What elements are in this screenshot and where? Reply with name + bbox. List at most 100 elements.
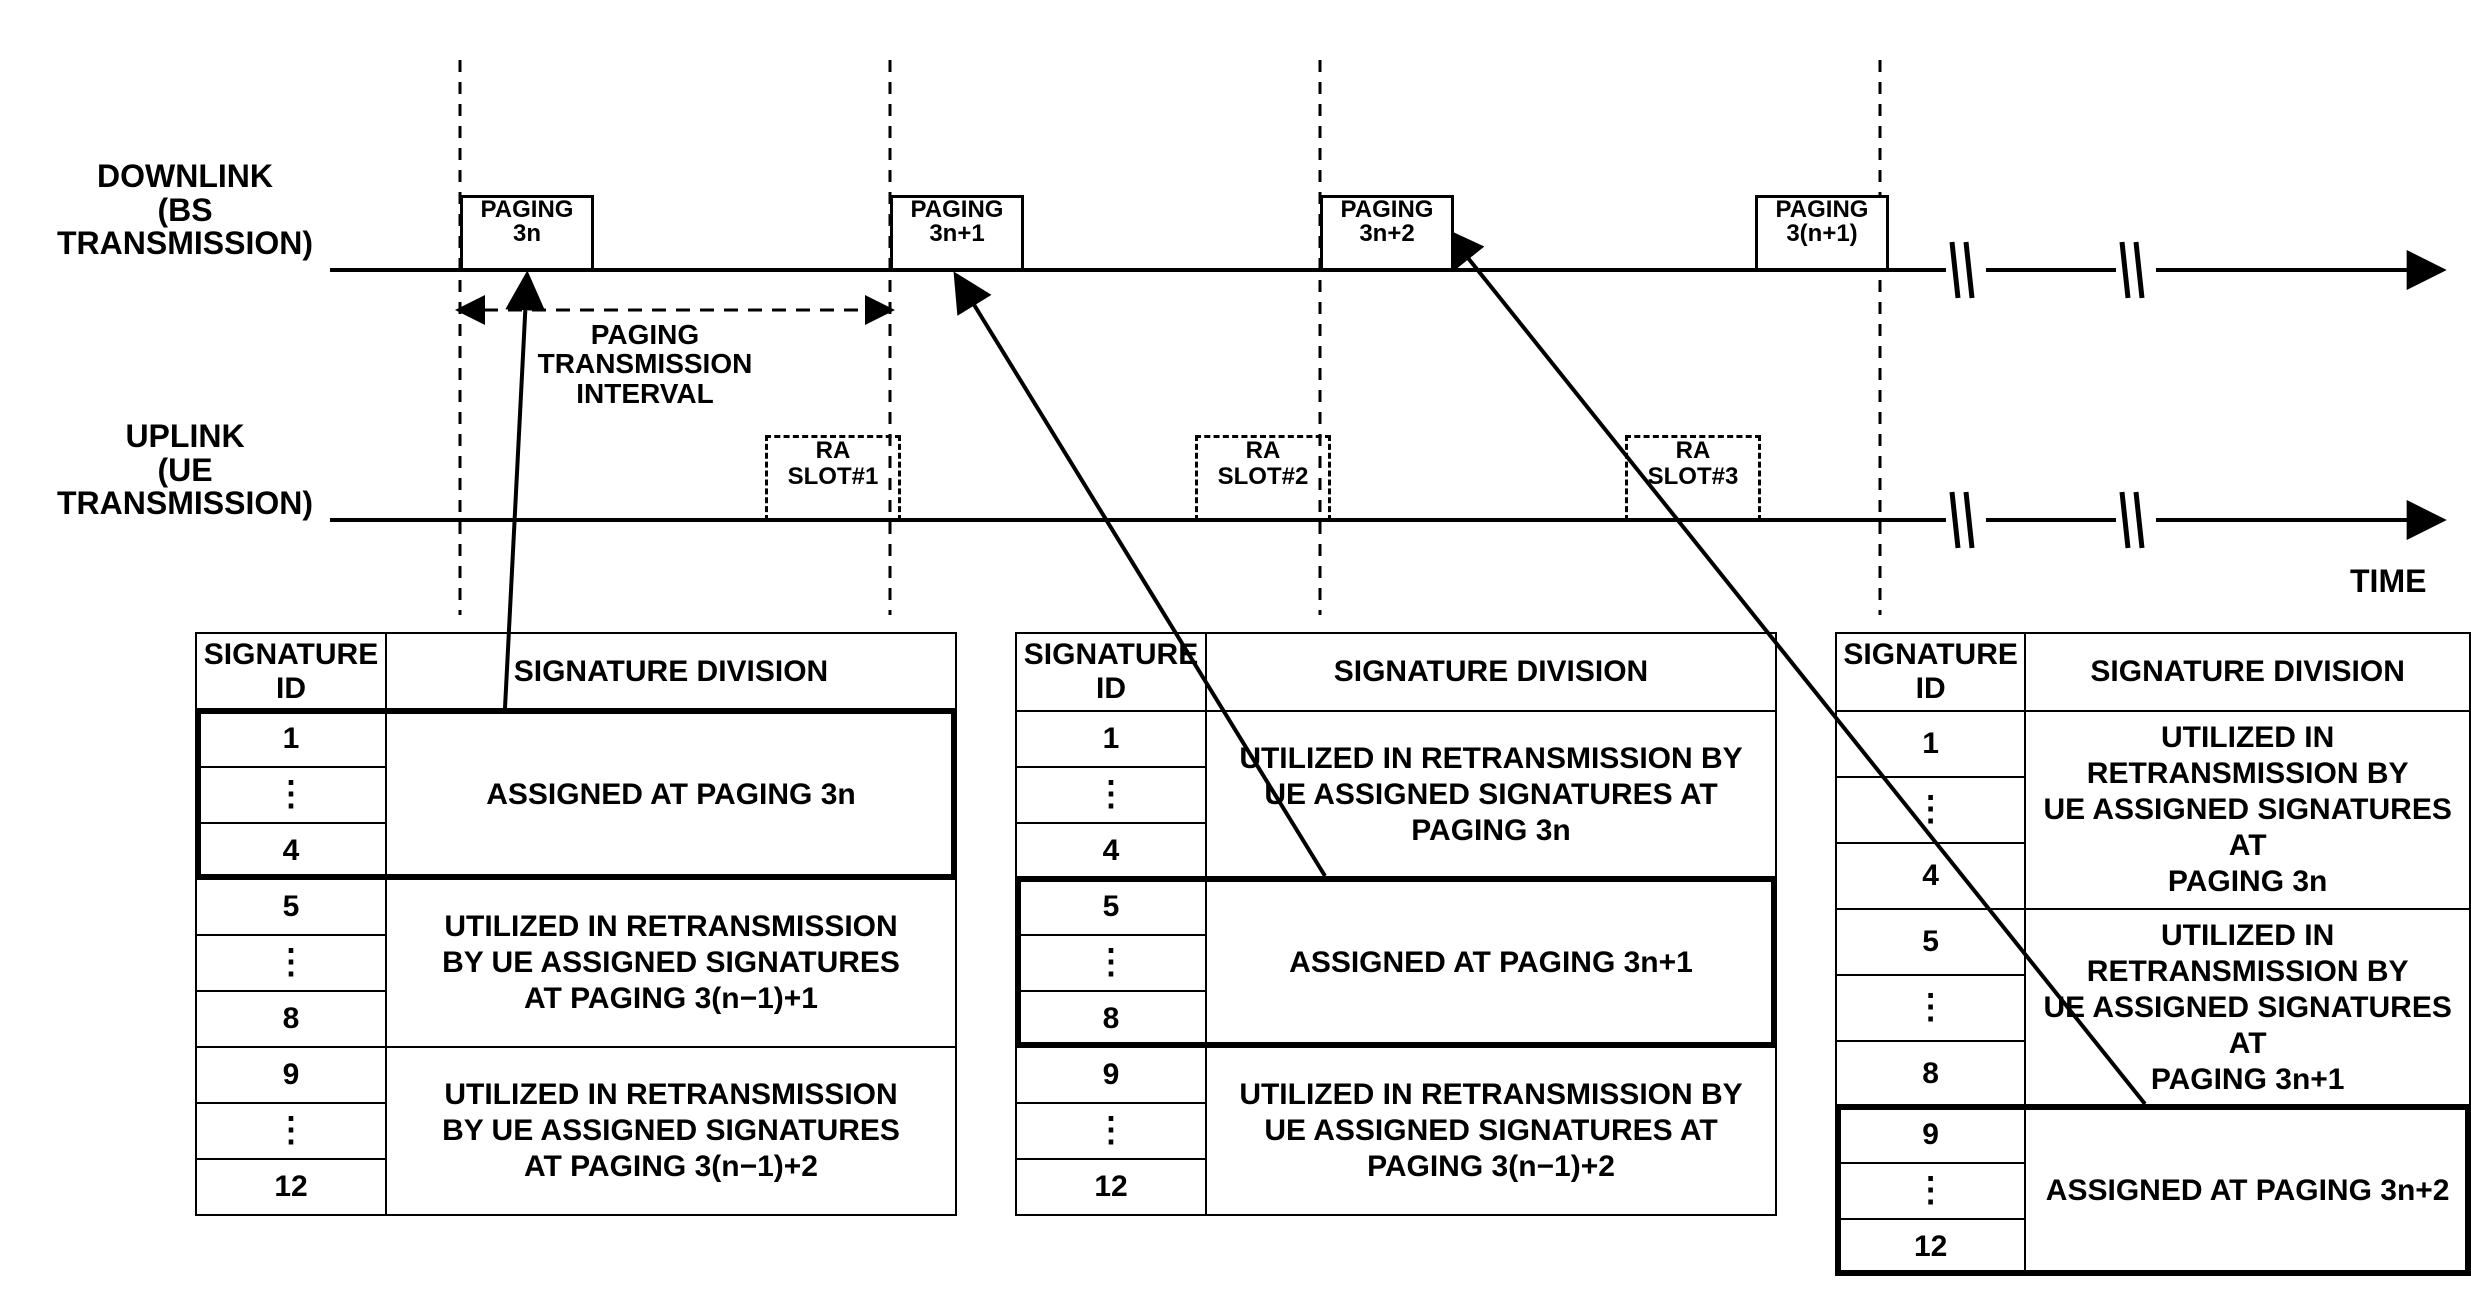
text: UE ASSIGNED SIGNATURES AT: [2043, 991, 2451, 1060]
text: PAGING: [463, 198, 591, 222]
text: 3n+2: [1323, 222, 1451, 246]
text: UTILIZED IN RETRANSMISSION BY: [2087, 919, 2409, 988]
id-1: 1: [1836, 711, 2025, 777]
text: 3n: [463, 222, 591, 246]
text: UE ASSIGNED SIGNATURES AT: [1264, 1114, 1717, 1147]
paging-interval-label: PAGING TRANSMISSION INTERVAL: [510, 320, 780, 408]
text: DOWNLINK: [97, 158, 273, 194]
text: UE ASSIGNED SIGNATURES AT: [2043, 793, 2451, 862]
text: UTILIZED IN RETRANSMISSION BY: [1239, 1078, 1742, 1111]
id-12: 12: [1016, 1159, 1206, 1215]
text: (BS: [157, 192, 212, 228]
text: PAGING 3(n−1)+2: [1367, 1150, 1615, 1183]
signature-table-3-wrap: SIGNATURE ID SIGNATURE DIVISION 1 UTILIZ…: [1835, 632, 2471, 1276]
text: TRANSMISSION: [538, 348, 753, 379]
th-signature-division: SIGNATURE DIVISION: [386, 633, 956, 711]
th-signature-id: SIGNATURE ID: [1016, 633, 1206, 711]
text: UTILIZED IN RETRANSMISSION: [444, 1078, 897, 1111]
text: PAGING 3n: [2168, 865, 2327, 898]
text: 3(n+1): [1758, 222, 1886, 246]
id-5: 5: [196, 879, 386, 935]
text: SLOT#2: [1218, 463, 1309, 490]
id-4: 4: [1016, 823, 1206, 879]
id-1: 1: [1016, 711, 1206, 767]
text: TRANSMISSION): [57, 225, 313, 261]
id-4: 4: [196, 823, 386, 879]
vdots: ⋮: [1836, 1163, 2025, 1219]
id-9: 9: [1016, 1047, 1206, 1103]
t3g2: UTILIZED IN RETRANSMISSION BY UE ASSIGNE…: [2025, 909, 2470, 1107]
text: UTILIZED IN RETRANSMISSION: [444, 910, 897, 943]
text: RA: [1676, 437, 1711, 464]
text: PAGING 3n: [1411, 814, 1570, 847]
vdots: ⋮: [1836, 777, 2025, 843]
text: PAGING: [893, 198, 1021, 222]
text: TIME: [2350, 563, 2426, 599]
text: TRANSMISSION): [57, 485, 313, 521]
text: UE ASSIGNED SIGNATURES AT: [1264, 778, 1717, 811]
signature-table-2-wrap: SIGNATURE ID SIGNATURE DIVISION 1 UTILIZ…: [1015, 632, 1777, 1216]
signature-table-1-wrap: SIGNATURE ID SIGNATURE DIVISION 1 ASSIGN…: [195, 632, 957, 1216]
text: PAGING 3n+1: [2151, 1063, 2345, 1096]
vdots: ⋮: [196, 1103, 386, 1159]
text: RA: [816, 437, 851, 464]
id-8: 8: [1016, 991, 1206, 1047]
text: PAGING: [1758, 198, 1886, 222]
vdots: ⋮: [1016, 767, 1206, 823]
text: INTERVAL: [576, 378, 713, 409]
id-8: 8: [196, 991, 386, 1047]
t1g1: ASSIGNED AT PAGING 3n: [386, 711, 956, 879]
text: RA: [1246, 437, 1281, 464]
id-5: 5: [1016, 879, 1206, 935]
paging-box-3n1: PAGING 3n+1: [890, 195, 1024, 271]
text: BY UE ASSIGNED SIGNATURES: [442, 946, 900, 979]
id-9: 9: [1836, 1107, 2025, 1163]
t1g2: UTILIZED IN RETRANSMISSION BY UE ASSIGNE…: [386, 879, 956, 1047]
t2g2: ASSIGNED AT PAGING 3n+1: [1206, 879, 1776, 1047]
t3g3: ASSIGNED AT PAGING 3n+2: [2025, 1107, 2470, 1275]
text: AT PAGING 3(n−1)+1: [524, 982, 818, 1015]
vdots: ⋮: [196, 935, 386, 991]
id-1: 1: [196, 711, 386, 767]
th-signature-id: SIGNATURE ID: [196, 633, 386, 711]
text: PAGING: [591, 319, 699, 350]
text: UPLINK: [125, 418, 244, 454]
text: (UE: [157, 452, 212, 488]
text: PAGING: [1323, 198, 1451, 222]
t3g1: UTILIZED IN RETRANSMISSION BY UE ASSIGNE…: [2025, 711, 2470, 909]
id-9: 9: [196, 1047, 386, 1103]
paging-box-3np1: PAGING 3(n+1): [1755, 195, 1889, 271]
signature-table-2: SIGNATURE ID SIGNATURE DIVISION 1 UTILIZ…: [1015, 632, 1777, 1216]
paging-box-3n2: PAGING 3n+2: [1320, 195, 1454, 271]
t2g3: UTILIZED IN RETRANSMISSION BY UE ASSIGNE…: [1206, 1047, 1776, 1215]
signature-table-1: SIGNATURE ID SIGNATURE DIVISION 1 ASSIGN…: [195, 632, 957, 1216]
id-12: 12: [1836, 1219, 2025, 1275]
ra-slot-3: RA SLOT#3: [1625, 435, 1761, 521]
downlink-label: DOWNLINK (BS TRANSMISSION): [40, 160, 330, 261]
uplink-label: UPLINK (UE TRANSMISSION): [40, 420, 330, 521]
vdots: ⋮: [1016, 935, 1206, 991]
paging-box-3n: PAGING 3n: [460, 195, 594, 271]
th-signature-division: SIGNATURE DIVISION: [2025, 633, 2470, 711]
th-signature-id: SIGNATURE ID: [1836, 633, 2025, 711]
text: BY UE ASSIGNED SIGNATURES: [442, 1114, 900, 1147]
text: UTILIZED IN RETRANSMISSION BY: [2087, 721, 2409, 790]
t1g3: UTILIZED IN RETRANSMISSION BY UE ASSIGNE…: [386, 1047, 956, 1215]
vdots: ⋮: [196, 767, 386, 823]
vdots: ⋮: [1836, 975, 2025, 1041]
text: SLOT#3: [1648, 463, 1739, 490]
vdots: ⋮: [1016, 1103, 1206, 1159]
text: 3n+1: [893, 222, 1021, 246]
time-label: TIME: [2350, 565, 2426, 599]
text: UTILIZED IN RETRANSMISSION BY: [1239, 742, 1742, 775]
id-12: 12: [196, 1159, 386, 1215]
id-4: 4: [1836, 843, 2025, 909]
diagram-stage: DOWNLINK (BS TRANSMISSION) UPLINK (UE TR…: [0, 0, 2471, 1306]
id-5: 5: [1836, 909, 2025, 975]
text: AT PAGING 3(n−1)+2: [524, 1150, 818, 1183]
id-8: 8: [1836, 1041, 2025, 1107]
th-signature-division: SIGNATURE DIVISION: [1206, 633, 1776, 711]
signature-table-3: SIGNATURE ID SIGNATURE DIVISION 1 UTILIZ…: [1835, 632, 2471, 1276]
text: SLOT#1: [788, 463, 879, 490]
ra-slot-1: RA SLOT#1: [765, 435, 901, 521]
